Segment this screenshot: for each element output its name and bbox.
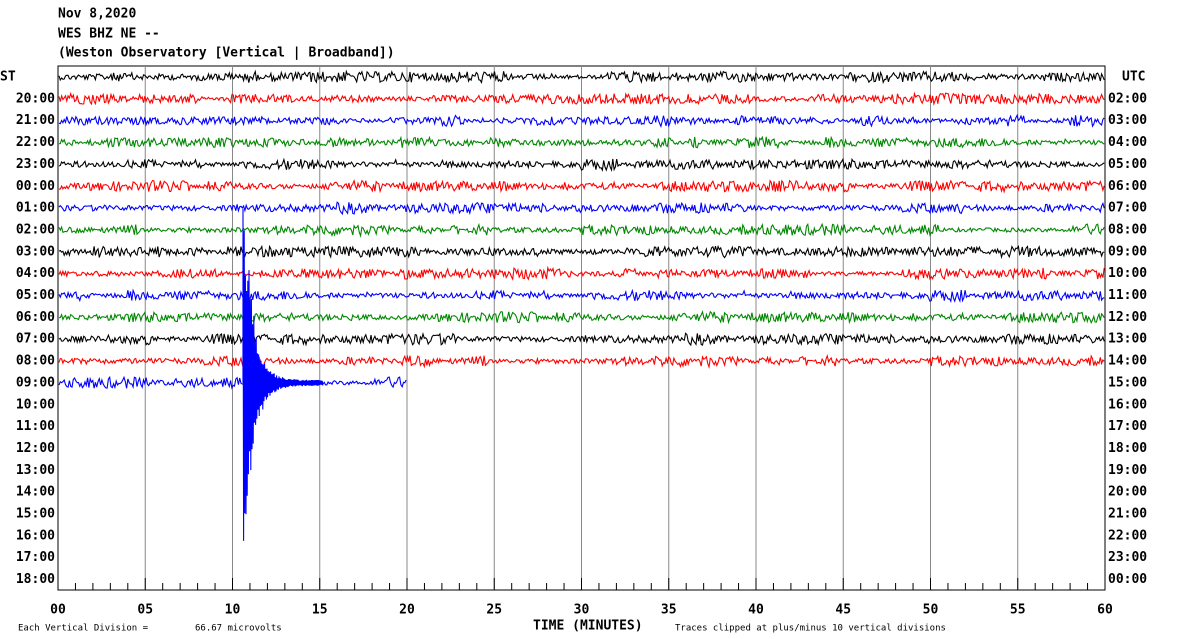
left-label: 15:00 bbox=[16, 507, 55, 522]
trace bbox=[58, 375, 407, 390]
x-tick-label: 05 bbox=[137, 603, 153, 618]
left-label: 18:00 bbox=[16, 572, 55, 587]
right-label: 18:00 bbox=[1108, 441, 1147, 456]
x-tick-label: 20 bbox=[399, 603, 415, 618]
left-label: 08:00 bbox=[16, 354, 55, 369]
left-label: 17:00 bbox=[16, 550, 55, 565]
right-label: 13:00 bbox=[1108, 332, 1147, 347]
x-tick-label: 55 bbox=[1010, 603, 1026, 618]
trace bbox=[58, 135, 1105, 150]
scale-label: Each Vertical Division = bbox=[18, 624, 149, 634]
trace bbox=[58, 91, 1105, 107]
left-label: 23:00 bbox=[16, 157, 55, 172]
right-label: 08:00 bbox=[1108, 222, 1147, 237]
left-label: 02:00 bbox=[16, 222, 55, 237]
left-label: 00:00 bbox=[16, 179, 55, 194]
event-trace bbox=[242, 208, 324, 541]
x-axis-title: TIME (MINUTES) bbox=[533, 619, 643, 634]
trace bbox=[58, 244, 1105, 260]
left-label: 11:00 bbox=[16, 419, 55, 434]
right-label: UTC bbox=[1122, 70, 1145, 85]
right-label: 14:00 bbox=[1108, 354, 1147, 369]
x-tick-label: 40 bbox=[748, 603, 764, 618]
right-label: 20:00 bbox=[1108, 485, 1147, 500]
right-label: 07:00 bbox=[1108, 201, 1147, 216]
clip-note: Traces clipped at plus/minus 10 vertical… bbox=[675, 624, 946, 634]
station: WES BHZ NE -- bbox=[58, 27, 160, 42]
date: Nov 8,2020 bbox=[58, 7, 136, 22]
left-label: 14:00 bbox=[16, 485, 55, 500]
x-tick-label: 30 bbox=[574, 603, 590, 618]
right-label: 04:00 bbox=[1108, 135, 1147, 150]
left-label: 21:00 bbox=[16, 113, 55, 128]
right-label: 00:00 bbox=[1108, 572, 1147, 587]
x-tick-label: 50 bbox=[923, 603, 939, 618]
left-label: 09:00 bbox=[16, 375, 55, 390]
trace bbox=[58, 331, 1105, 347]
right-label: 10:00 bbox=[1108, 266, 1147, 281]
left-label: 03:00 bbox=[16, 244, 55, 259]
trace bbox=[58, 353, 1105, 370]
trace bbox=[58, 201, 1105, 216]
left-label: 22:00 bbox=[16, 135, 55, 150]
left-label: 01:00 bbox=[16, 201, 55, 216]
trace bbox=[58, 265, 1105, 281]
x-tick-label: 25 bbox=[486, 603, 502, 618]
right-label: 02:00 bbox=[1108, 91, 1147, 106]
left-label: 06:00 bbox=[16, 310, 55, 325]
right-label: 19:00 bbox=[1108, 463, 1147, 478]
right-label: 09:00 bbox=[1108, 244, 1147, 259]
left-label: ST bbox=[0, 70, 16, 85]
right-label: 03:00 bbox=[1108, 113, 1147, 128]
right-label: 15:00 bbox=[1108, 375, 1147, 390]
x-tick-label: 60 bbox=[1097, 603, 1113, 618]
left-label: 07:00 bbox=[16, 332, 55, 347]
right-label: 17:00 bbox=[1108, 419, 1147, 434]
x-tick-label: 45 bbox=[835, 603, 851, 618]
right-label: 11:00 bbox=[1108, 288, 1147, 303]
right-label: 12:00 bbox=[1108, 310, 1147, 325]
right-label: 05:00 bbox=[1108, 157, 1147, 172]
x-tick-label: 00 bbox=[50, 603, 66, 618]
right-label: 16:00 bbox=[1108, 397, 1147, 412]
left-label: 10:00 bbox=[16, 397, 55, 412]
right-label: 21:00 bbox=[1108, 507, 1147, 522]
left-label: 12:00 bbox=[16, 441, 55, 456]
right-label: 22:00 bbox=[1108, 528, 1147, 543]
description: (Weston Observatory [Vertical | Broadban… bbox=[58, 46, 395, 61]
right-label: 23:00 bbox=[1108, 550, 1147, 565]
left-label: 16:00 bbox=[16, 528, 55, 543]
left-label: 05:00 bbox=[16, 288, 55, 303]
trace bbox=[58, 179, 1105, 194]
trace bbox=[58, 222, 1105, 238]
left-label: 04:00 bbox=[16, 266, 55, 281]
scale-value: 66.67 microvolts bbox=[195, 624, 282, 634]
x-tick-label: 15 bbox=[312, 603, 328, 618]
x-tick-label: 35 bbox=[661, 603, 677, 618]
right-label: 06:00 bbox=[1108, 179, 1147, 194]
trace bbox=[58, 113, 1105, 128]
trace bbox=[58, 69, 1105, 85]
trace bbox=[58, 157, 1105, 172]
trace bbox=[58, 288, 1105, 304]
left-label: 20:00 bbox=[16, 91, 55, 106]
x-tick-label: 10 bbox=[225, 603, 241, 618]
trace bbox=[58, 310, 1105, 325]
left-label: 13:00 bbox=[16, 463, 55, 478]
